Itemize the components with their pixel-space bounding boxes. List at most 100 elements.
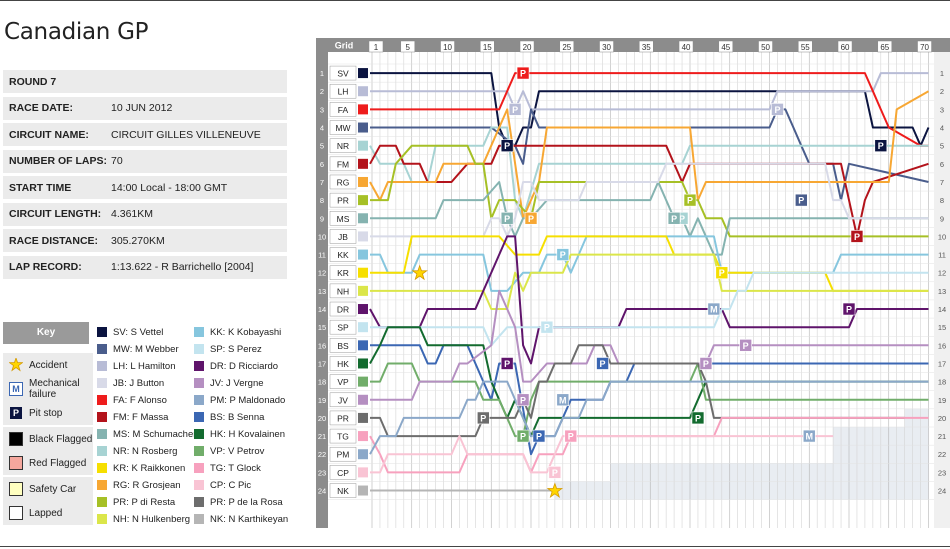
legend-driver-label: JB: J Button [113, 377, 165, 389]
pit-stop-glyph: P [544, 323, 550, 333]
legend-swatch [97, 514, 107, 524]
pit-stop-marker [532, 429, 546, 443]
grid-driver-label: PR [337, 413, 349, 423]
pit-stop-marker [699, 357, 713, 370]
mechanical-failure-glyph: M [559, 395, 567, 405]
grid-driver-box [329, 120, 357, 135]
info-row: ROUND 7 [3, 70, 287, 93]
legend-symbol: M Mechanical failure [3, 377, 93, 401]
legend-driver: BS: B Senna [194, 410, 264, 424]
grid-driver-label: KR [337, 268, 349, 278]
grid-position-label: 21 [318, 432, 326, 441]
grid-position-label: 13 [318, 287, 326, 296]
grid-driver-swatch [358, 68, 368, 79]
pit-stop-marker [516, 429, 530, 443]
legend-driver: SP: S Perez [194, 342, 262, 356]
legend-driver: HK: H Kovalainen [194, 427, 285, 441]
series-line-pr [370, 144, 929, 238]
grid-position-label: 23 [318, 468, 326, 477]
legend-swatch [97, 480, 107, 490]
info-row: CIRCUIT NAME: CIRCUIT GILLES VILLENEUVE [3, 123, 287, 146]
legend-driver: RG: R Grosjean [97, 478, 181, 492]
legend-symbol-label: Safety Car [29, 483, 77, 495]
pit-stop-marker [548, 466, 562, 479]
right-pos-column [934, 52, 950, 528]
lap-tick-box [519, 40, 535, 53]
grid-position-label: 6 [320, 160, 324, 169]
pit-stop-glyph: P [798, 196, 804, 206]
legend-symbol: Black Flagged [3, 427, 93, 451]
legend-driver-label: NK: N Karthikeyan [210, 513, 289, 525]
legend-driver-label: KR: K Raikkonen [113, 462, 186, 474]
pit-stop-marker [842, 302, 856, 316]
grid-position-label: 1 [320, 69, 324, 78]
grid-position-label: 15 [318, 323, 326, 332]
finish-position-label: 3 [940, 105, 944, 114]
pit-stop-glyph: P [480, 413, 486, 423]
lap-tick-label: 65 [880, 43, 889, 52]
grid-driver-label: JB [338, 232, 348, 242]
legend-swatch [97, 327, 107, 337]
red-square-icon [3, 456, 29, 470]
lap-tick-label: 20 [523, 43, 532, 52]
info-row: RACE DISTANCE: 305.270KM [3, 229, 287, 252]
legend-driver-label: PR: P di Resta [113, 496, 176, 508]
grid-driver-box [329, 247, 357, 262]
info-row: LAP RECORD: 1:13.622 - R Barrichello [200… [3, 255, 287, 279]
grid-driver-swatch [358, 285, 368, 296]
grid-driver-swatch [358, 467, 368, 478]
grid-driver-label: VP [337, 377, 349, 387]
pit-stop-glyph: P [520, 395, 526, 405]
legend-swatch [194, 412, 204, 422]
lap-tick-label: 50 [761, 43, 770, 52]
finish-position-label: 10 [938, 232, 946, 241]
lap-tick-box [678, 40, 694, 53]
grid-position-label: 12 [318, 269, 326, 278]
grid-driver-swatch [358, 140, 368, 151]
grid-driver-label: FA [338, 105, 349, 115]
pit-stop-marker [500, 211, 514, 225]
pit-stop-marker [850, 230, 864, 243]
mechanical-failure-glyph: M [710, 305, 718, 315]
pit-stop-glyph: P [552, 468, 558, 478]
grid-driver-swatch [358, 304, 368, 315]
finish-position-label: 17 [938, 359, 946, 368]
finish-position-label: 13 [938, 287, 946, 296]
pit-stop-glyph: P [854, 232, 860, 242]
grid-position-label: 14 [318, 305, 326, 314]
lapped-shade [554, 481, 929, 500]
legend-swatch [194, 378, 204, 388]
finish-position-label: 22 [938, 450, 946, 459]
grid-driver-swatch [358, 249, 368, 260]
grid-driver-box [329, 174, 357, 190]
pit-stop-glyph: P [528, 214, 534, 224]
legend-swatch [194, 344, 204, 354]
mechanical-failure-marker [707, 302, 721, 316]
grid-driver-box [329, 428, 357, 444]
pit-stop-marker [715, 266, 729, 280]
legend-driver-label: SV: S Vettel [113, 326, 164, 338]
page-title: Canadian GP [4, 19, 149, 45]
grid-driver-swatch [358, 267, 368, 278]
grid-position-label: 2 [320, 87, 324, 96]
legend-driver: NK: N Karthikeyan [194, 512, 288, 526]
legend-swatch [97, 344, 107, 354]
finish-position-label: 15 [938, 323, 946, 332]
legend-driver-label: FA: F Alonso [113, 394, 167, 406]
grid-driver-swatch [358, 158, 368, 169]
pit-stop-marker [508, 103, 522, 116]
grid-driver-label: PM [337, 450, 350, 460]
series-line-cp [370, 435, 834, 474]
pit-stop-marker [540, 320, 554, 334]
pit-stop-glyph: P [520, 432, 526, 442]
grid-position-label: 11 [318, 251, 326, 260]
lap-tick-box [368, 40, 384, 53]
legend-driver: DR: D Ricciardo [194, 359, 278, 373]
legend-driver-label: SP: S Perez [210, 343, 262, 355]
legend-driver: MS: M Schumacher [97, 427, 196, 441]
legend-swatch [97, 463, 107, 473]
pit-stop-marker [477, 411, 490, 425]
grid-position-label: 20 [318, 414, 326, 423]
p-icon: P [3, 407, 29, 419]
finish-position-label: 1 [940, 69, 944, 78]
